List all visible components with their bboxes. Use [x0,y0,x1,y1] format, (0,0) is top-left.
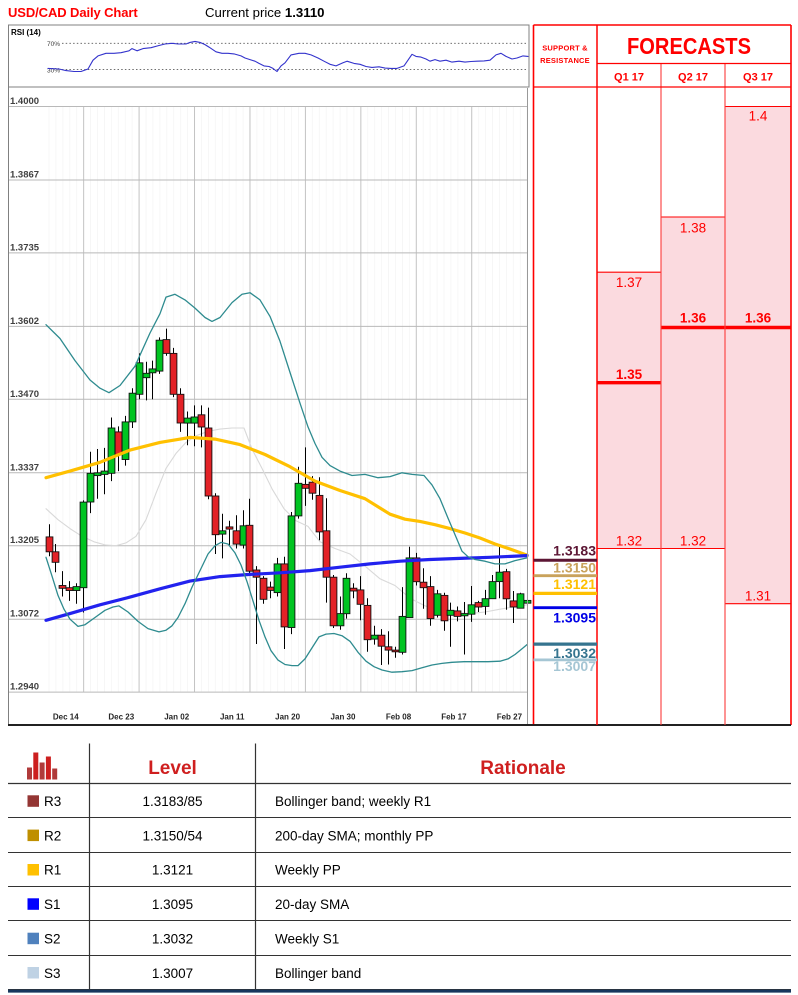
svg-text:1.3150: 1.3150 [553,559,596,575]
svg-text:Jan 20: Jan 20 [275,713,300,722]
svg-text:1.3072: 1.3072 [10,609,39,620]
svg-text:200-day SMA; monthly PP: 200-day SMA; monthly PP [275,828,433,843]
svg-text:Rationale: Rationale [480,758,566,779]
svg-text:Jan 02: Jan 02 [164,713,189,722]
svg-text:30%: 30% [47,68,60,75]
svg-text:1.3007: 1.3007 [152,966,193,981]
svg-text:Q3 17: Q3 17 [743,72,773,84]
svg-text:1.37: 1.37 [616,275,642,290]
svg-text:Weekly PP: Weekly PP [275,863,341,878]
svg-text:Dec 23: Dec 23 [108,713,134,722]
svg-text:1.3007: 1.3007 [553,658,596,674]
svg-text:1.4000: 1.4000 [10,96,39,107]
svg-text:1.36: 1.36 [680,311,707,326]
svg-text:Feb 27: Feb 27 [497,713,523,722]
svg-text:1.35: 1.35 [616,367,643,382]
svg-text:1.3183: 1.3183 [553,542,596,558]
svg-text:1.31: 1.31 [745,589,771,604]
svg-text:70%: 70% [47,41,60,48]
svg-text:RESISTANCE: RESISTANCE [540,56,590,65]
svg-text:1.3602: 1.3602 [10,316,39,327]
svg-text:1.3470: 1.3470 [10,389,39,400]
svg-text:1.3150/54: 1.3150/54 [142,828,203,843]
svg-text:S1: S1 [44,897,61,912]
svg-text:1.3095: 1.3095 [152,897,193,912]
svg-text:20-day SMA: 20-day SMA [275,897,349,912]
svg-text:1.3867: 1.3867 [10,170,39,181]
svg-text:1.3032: 1.3032 [553,645,596,661]
svg-text:1.32: 1.32 [616,534,642,549]
svg-text:FORECASTS: FORECASTS [627,33,751,59]
svg-text:1.3183/85: 1.3183/85 [142,794,202,809]
svg-text:Bollinger band; weekly R1: Bollinger band; weekly R1 [275,794,431,809]
svg-text:R1: R1 [44,863,61,878]
svg-text:RSI (14): RSI (14) [11,28,41,37]
svg-text:1.3121: 1.3121 [152,863,193,878]
svg-text:Current price 1.3110: Current price 1.3110 [205,5,325,20]
svg-text:USD/CAD Daily Chart: USD/CAD Daily Chart [8,5,138,20]
svg-text:Jan 11: Jan 11 [220,713,245,722]
svg-text:Level: Level [148,758,197,779]
svg-text:Bollinger band: Bollinger band [275,966,361,981]
svg-text:1.3205: 1.3205 [10,535,40,546]
svg-text:S3: S3 [44,966,61,981]
svg-text:1.3121: 1.3121 [553,576,596,592]
svg-text:1.3735: 1.3735 [10,242,40,253]
svg-text:1.3095: 1.3095 [553,610,596,626]
svg-text:Q2 17: Q2 17 [678,72,708,84]
svg-text:S2: S2 [44,931,61,946]
svg-text:1.32: 1.32 [680,534,706,549]
svg-text:1.3337: 1.3337 [10,462,39,473]
svg-text:Weekly S1: Weekly S1 [275,931,339,946]
svg-text:Q1 17: Q1 17 [614,72,644,84]
svg-text:SUPPORT &: SUPPORT & [542,44,588,53]
svg-text:R2: R2 [44,828,61,843]
svg-text:1.2940: 1.2940 [10,682,39,693]
svg-text:Dec 14: Dec 14 [53,713,79,722]
svg-text:1.3032: 1.3032 [152,931,193,946]
svg-text:Feb 17: Feb 17 [441,713,467,722]
svg-text:R3: R3 [44,794,61,809]
svg-text:1.36: 1.36 [745,311,772,326]
svg-text:1.38: 1.38 [680,221,706,236]
svg-text:Feb 08: Feb 08 [386,713,412,722]
svg-text:1.4: 1.4 [749,109,768,124]
svg-text:Jan 30: Jan 30 [331,713,356,722]
